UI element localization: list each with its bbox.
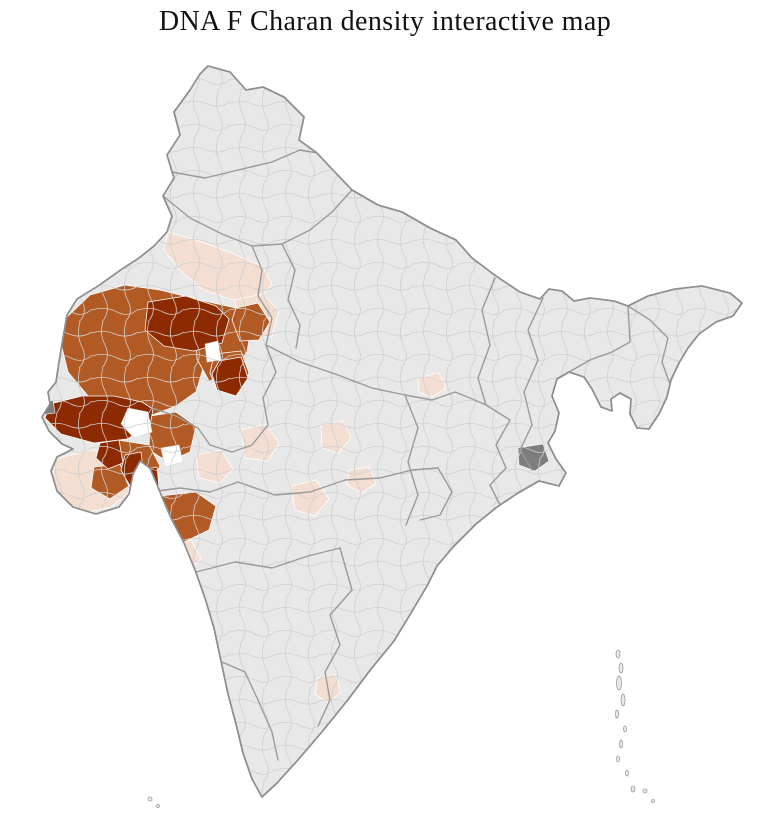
island[interactable] <box>619 739 623 749</box>
small-islands <box>147 788 655 808</box>
district-region-high-konkan-strip[interactable] <box>145 491 165 549</box>
state-border-line <box>151 407 233 453</box>
island[interactable] <box>623 725 627 733</box>
state-border-line <box>519 297 544 471</box>
state-border-line <box>627 305 671 385</box>
state-border-line <box>162 189 353 247</box>
island[interactable] <box>616 755 620 763</box>
state-border-line <box>221 661 279 761</box>
island[interactable] <box>147 796 153 802</box>
state-border-line <box>568 305 631 373</box>
island[interactable] <box>156 804 160 808</box>
state-border-line <box>404 394 419 526</box>
island[interactable] <box>618 662 624 674</box>
state-borders <box>149 149 671 761</box>
state-border-line <box>485 404 511 506</box>
andaman-nicobar-islands <box>615 649 636 793</box>
state-border-line <box>195 547 341 573</box>
island[interactable] <box>625 769 629 777</box>
island[interactable] <box>620 693 626 707</box>
state-border-line <box>149 481 239 493</box>
island[interactable] <box>616 675 622 691</box>
island[interactable] <box>615 649 621 659</box>
state-border-line <box>231 245 277 453</box>
state-border-line <box>171 149 319 179</box>
island[interactable] <box>651 799 655 803</box>
state-border-line <box>281 243 301 349</box>
island[interactable] <box>642 788 648 794</box>
state-border-line <box>237 467 439 496</box>
state-border-line <box>477 277 496 406</box>
page-title: DNA F Charan density interactive map <box>158 6 612 37</box>
island[interactable] <box>630 785 636 793</box>
state-border-line <box>419 467 453 521</box>
island[interactable] <box>615 709 619 719</box>
state-border-line <box>317 547 353 727</box>
